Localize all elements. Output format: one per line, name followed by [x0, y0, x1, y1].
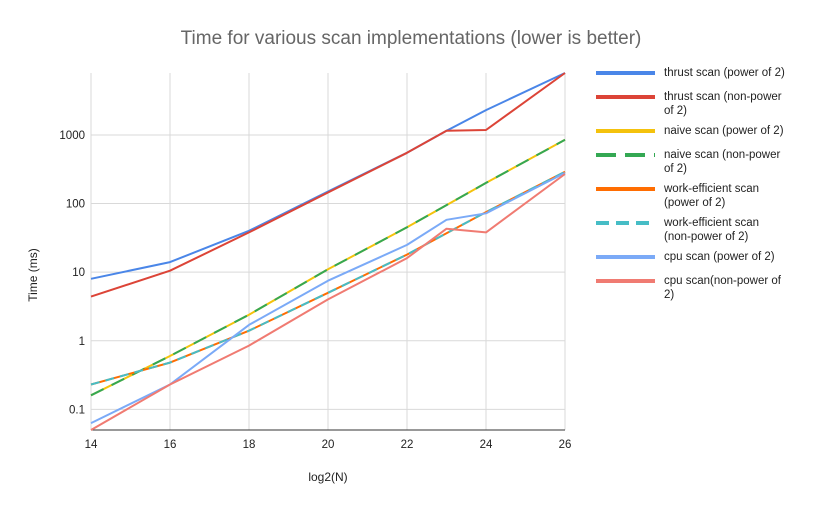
- x-tick-label: 14: [85, 439, 98, 451]
- series-lines: [90, 72, 566, 431]
- series-line-6: [90, 172, 566, 424]
- legend-label: cpu scan (power of 2): [664, 251, 775, 263]
- legend-label: cpu scan(non-power of: [664, 275, 782, 287]
- x-tick-label: 20: [322, 439, 335, 451]
- y-axis-label: Time (ms): [26, 248, 40, 302]
- gridlines: [90, 73, 566, 430]
- x-tick-label: 24: [480, 439, 493, 451]
- series-line-7: [90, 173, 566, 431]
- legend-label: of 2): [664, 105, 687, 117]
- x-axis-label: log2(N): [308, 470, 347, 484]
- legend: thrust scan (power of 2) thrust scan (non…: [596, 67, 785, 301]
- legend-label: work-efficient scan: [663, 217, 759, 229]
- x-tick-label: 18: [243, 439, 256, 451]
- x-tick-label: 26: [559, 439, 572, 451]
- series-line-5: [90, 170, 566, 386]
- chart-title: Time for various scan implementations (l…: [181, 28, 642, 49]
- legend-label: thrust scan (non-power: [664, 91, 782, 103]
- series-line-1: [90, 72, 566, 298]
- y-tick-label: 1: [79, 336, 85, 348]
- x-tick-label: 22: [401, 439, 414, 451]
- legend-label: naive scan (power of 2): [664, 125, 784, 137]
- x-tick-label: 16: [164, 439, 177, 451]
- y-tick-label: 1000: [59, 130, 85, 142]
- series-line-3: [90, 138, 566, 397]
- legend-label: naive scan (non-power: [664, 149, 781, 161]
- legend-label: of 2): [664, 163, 687, 175]
- y-tick-label: 0.1: [69, 404, 85, 416]
- legend-label: (non-power of 2): [664, 231, 749, 243]
- legend-label: work-efficient scan: [663, 183, 759, 195]
- y-tick-label: 10: [72, 267, 85, 279]
- y-tick-label: 100: [66, 199, 85, 211]
- legend-label: (power of 2): [664, 197, 726, 209]
- legend-label: thrust scan (power of 2): [664, 67, 785, 79]
- legend-label: 2): [664, 289, 674, 301]
- axes: 14 16 18 20 22 24 26 0.1 1 10 100 1000: [59, 130, 571, 451]
